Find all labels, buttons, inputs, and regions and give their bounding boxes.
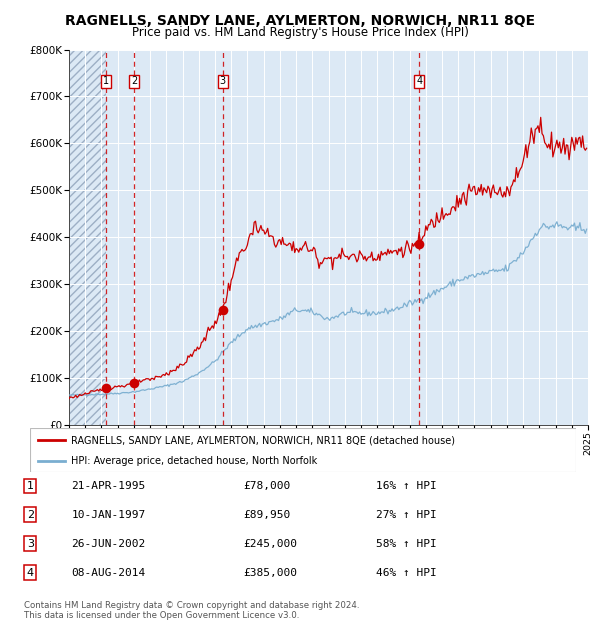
Text: 58% ↑ HPI: 58% ↑ HPI	[376, 539, 437, 549]
Text: £89,950: £89,950	[244, 510, 291, 520]
Text: 16% ↑ HPI: 16% ↑ HPI	[376, 481, 437, 491]
Text: 27% ↑ HPI: 27% ↑ HPI	[376, 510, 437, 520]
Text: Contains HM Land Registry data © Crown copyright and database right 2024.: Contains HM Land Registry data © Crown c…	[24, 601, 359, 611]
Text: This data is licensed under the Open Government Licence v3.0.: This data is licensed under the Open Gov…	[24, 611, 299, 620]
Text: 4: 4	[27, 567, 34, 577]
Text: £78,000: £78,000	[244, 481, 291, 491]
Text: 08-AUG-2014: 08-AUG-2014	[71, 567, 146, 577]
Text: 1: 1	[103, 76, 109, 86]
Text: £245,000: £245,000	[244, 539, 298, 549]
Text: 46% ↑ HPI: 46% ↑ HPI	[376, 567, 437, 577]
Text: 21-APR-1995: 21-APR-1995	[71, 481, 146, 491]
Text: 3: 3	[220, 76, 226, 86]
Text: 3: 3	[27, 539, 34, 549]
FancyBboxPatch shape	[30, 428, 576, 472]
Text: 4: 4	[416, 76, 422, 86]
Text: 2: 2	[131, 76, 137, 86]
Text: 10-JAN-1997: 10-JAN-1997	[71, 510, 146, 520]
Text: RAGNELLS, SANDY LANE, AYLMERTON, NORWICH, NR11 8QE: RAGNELLS, SANDY LANE, AYLMERTON, NORWICH…	[65, 14, 535, 28]
Text: £385,000: £385,000	[244, 567, 298, 577]
Text: RAGNELLS, SANDY LANE, AYLMERTON, NORWICH, NR11 8QE (detached house): RAGNELLS, SANDY LANE, AYLMERTON, NORWICH…	[71, 435, 455, 445]
Text: 1: 1	[27, 481, 34, 491]
Text: Price paid vs. HM Land Registry's House Price Index (HPI): Price paid vs. HM Land Registry's House …	[131, 26, 469, 39]
Text: 26-JUN-2002: 26-JUN-2002	[71, 539, 146, 549]
Text: 2: 2	[27, 510, 34, 520]
Text: HPI: Average price, detached house, North Norfolk: HPI: Average price, detached house, Nort…	[71, 456, 317, 466]
